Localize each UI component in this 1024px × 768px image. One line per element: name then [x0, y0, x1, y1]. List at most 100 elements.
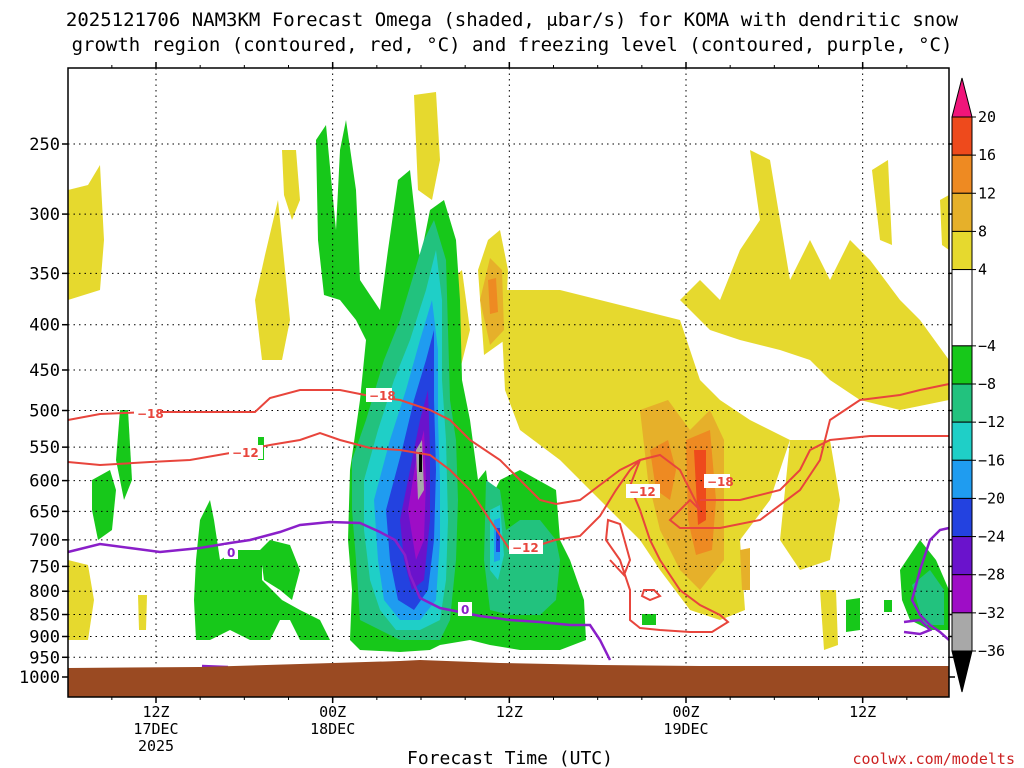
- x-tick-label-3-0: 00Z: [672, 703, 699, 721]
- omega-region-yellow-left-top: [68, 165, 104, 300]
- red-contour-minus12-b: [700, 435, 949, 501]
- colorbar-label-8: −16: [978, 451, 1005, 469]
- colorbar-band-12_16: [951, 154, 973, 194]
- colorbar-band--36_-32: [951, 612, 973, 652]
- y-tick-label-1000: 1000: [19, 668, 60, 688]
- y-tick-label-500: 500: [29, 402, 60, 422]
- omega-core-gold-d: [740, 548, 750, 590]
- colorbar-label-5: −4: [978, 337, 996, 355]
- colorbar-label-6: −8: [978, 375, 996, 393]
- credit-text: coolwx.com/modelts: [852, 750, 1015, 768]
- colorbar-band--16_-12: [951, 421, 973, 461]
- colorbar-band--28_-24: [951, 536, 973, 576]
- colorbar-label-3: 8: [978, 222, 987, 240]
- colorbar-band-4_8: [951, 230, 973, 271]
- x-tick-label-0-2: 2025: [138, 737, 174, 755]
- contour-label-red-4: −12: [512, 541, 539, 555]
- omega-region-green-b: [260, 540, 300, 600]
- colorbar-band--32_-28: [951, 574, 973, 614]
- purple-contour-zero-small: [903, 618, 933, 636]
- omega-region-green-g: [846, 598, 860, 632]
- omega-region-green-j: [884, 600, 892, 612]
- y-axis: 2503003504004505005506006507007508008509…: [19, 135, 955, 688]
- contour-label-red-5: −12: [629, 485, 656, 499]
- colorbar-band--20_-16: [951, 459, 973, 499]
- gridlines: [68, 68, 949, 697]
- contour-label-red-1: −18: [137, 407, 164, 421]
- omega-region-green-d: [92, 470, 116, 540]
- colorbar-band-8_12: [951, 192, 973, 232]
- omega-core-black-main: [419, 452, 422, 472]
- y-tick-label-350: 350: [29, 264, 60, 284]
- plot-area: −18 −18 −12 −12 −12 −18 0 0: [67, 67, 950, 698]
- omega-region-green-c: [194, 500, 330, 640]
- chart-title-line1: 2025121706 NAM3KM Forecast Omega (shaded…: [66, 9, 959, 31]
- omega-region-yellow-b: [282, 150, 300, 220]
- omega-region-yellow-j: [820, 590, 838, 650]
- chart-title-line2: growth region (contoured, red, °C) and f…: [72, 34, 953, 56]
- contour-label-red-6: −18: [707, 475, 734, 489]
- omega-region-yellow-n: [138, 595, 147, 630]
- y-tick-label-950: 950: [29, 648, 60, 668]
- y-tick-label-400: 400: [29, 316, 60, 336]
- colorbar-bottom-arrow: [951, 650, 973, 693]
- colorbar-label-12: −32: [978, 604, 1005, 622]
- x-axis-title: Forecast Time (UTC): [407, 748, 613, 768]
- x-tick-label-3-1: 19DEC: [663, 720, 708, 738]
- x-tick-label-4-0: 12Z: [849, 703, 876, 721]
- omega-region-green-f: [642, 614, 656, 625]
- colorbar-band-16_20: [951, 116, 973, 156]
- red-contour-minus18: [67, 383, 950, 529]
- y-tick-label-650: 650: [29, 502, 60, 522]
- colorbar-label-0: 20: [978, 108, 996, 126]
- x-tick-label-1-0: 00Z: [319, 703, 346, 721]
- red-contour-minus12: [67, 431, 730, 633]
- y-tick-label-800: 800: [29, 582, 60, 602]
- y-tick-label-300: 300: [29, 205, 60, 225]
- colorbar-label-7: −12: [978, 413, 1005, 431]
- y-tick-label-250: 250: [29, 135, 60, 155]
- plot-frame: [67, 67, 950, 698]
- colorbar: 20 16 12 8 4 −4 −8 −12 −16 −20 −24 −28 −32 −36: [951, 77, 1005, 693]
- omega-region-yellow-left-low: [68, 560, 94, 640]
- colorbar-band--24_-20: [951, 497, 973, 538]
- colorbar-label-2: 12: [978, 184, 996, 202]
- omega-region-yellow-a: [255, 200, 290, 360]
- omega-region-green-e: [116, 410, 132, 500]
- purple-contour-zero-right: [910, 526, 950, 641]
- omega-region-yellow-g: [680, 150, 949, 410]
- colorbar-band--12_-8: [951, 383, 973, 423]
- contour-label-red-2: −18: [369, 389, 396, 403]
- contour-label-purple-2: 0: [461, 603, 469, 617]
- omega-core-seagreen-c: [912, 570, 944, 625]
- colorbar-label-10: −24: [978, 528, 1005, 546]
- colorbar-label-1: 16: [978, 146, 996, 164]
- purple-contours: [67, 520, 950, 669]
- y-tick-label-600: 600: [29, 472, 60, 492]
- omega-region-yellow-h: [872, 160, 892, 245]
- y-tick-label-850: 850: [29, 606, 60, 626]
- omega-region-yellow-m: [940, 195, 949, 250]
- colorbar-label-13: −36: [978, 642, 1005, 660]
- x-tick-label-0-0: 12Z: [142, 703, 169, 721]
- colorbar-label-9: −20: [978, 489, 1005, 507]
- omega-core-orange-a: [488, 278, 498, 314]
- contour-label-red-3: −12: [232, 446, 259, 460]
- y-tick-label-900: 900: [29, 627, 60, 647]
- contour-labels: −18 −18 −12 −12 −12 −18 0 0: [134, 388, 734, 617]
- omega-region-yellow-c: [414, 92, 440, 200]
- contour-label-purple-1: 0: [227, 546, 235, 560]
- y-tick-label-700: 700: [29, 531, 60, 551]
- colorbar-label-11: −28: [978, 566, 1005, 584]
- colorbar-top-arrow: [951, 77, 973, 118]
- purple-contour-zero: [67, 520, 612, 661]
- x-tick-label-2-0: 12Z: [496, 703, 523, 721]
- colorbar-band--8_-4: [951, 345, 973, 385]
- x-tick-label-1-1: 18DEC: [310, 720, 355, 738]
- y-tick-label-450: 450: [29, 361, 60, 381]
- ground-surface: [68, 660, 949, 697]
- red-contours: [67, 383, 950, 633]
- x-tick-label-0-1: 17DEC: [133, 720, 178, 738]
- omega-region-yellow-i: [780, 440, 840, 570]
